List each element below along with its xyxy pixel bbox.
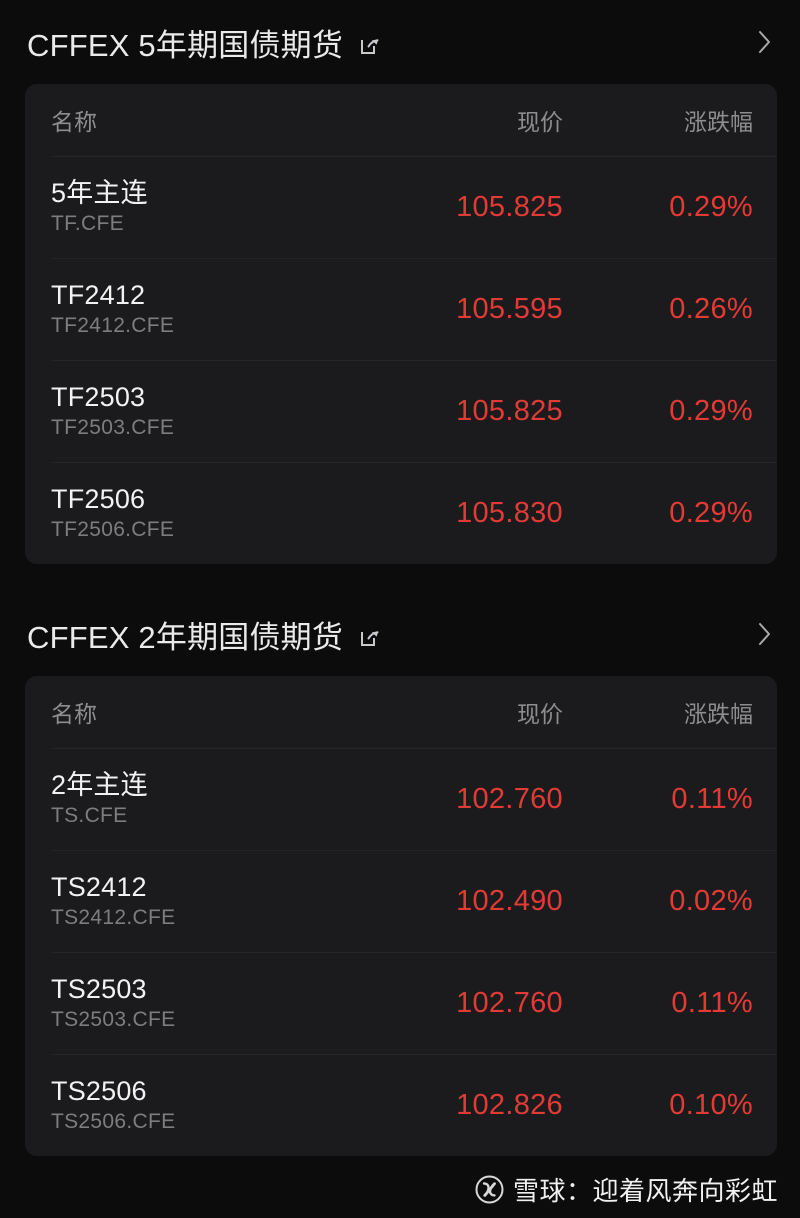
quote-card: 名称 现价 涨跌幅 5年主连 TF.CFE 105.825 0.29% TF24… <box>25 84 777 564</box>
quote-card: 名称 现价 涨跌幅 2年主连 TS.CFE 102.760 0.11% TS24… <box>25 676 777 1156</box>
table-row[interactable]: 5年主连 TF.CFE 105.825 0.29% <box>25 156 777 258</box>
cell-price: 105.830 <box>456 496 563 529</box>
watermark-text: 雪球：迎着风奔向彩虹 <box>512 1176 778 1206</box>
instrument-name: TS2503 <box>51 974 147 1005</box>
instrument-code: TF.CFE <box>51 211 124 235</box>
instrument-code: TF2412.CFE <box>51 313 175 337</box>
table-row[interactable]: TF2412 TF2412.CFE 105.595 0.26% <box>25 258 777 360</box>
instrument-name: TF2412 <box>51 280 146 311</box>
table-row[interactable]: 2年主连 TS.CFE 102.760 0.11% <box>25 748 777 850</box>
cell-name: 2年主连 TS.CFE <box>51 771 333 826</box>
instrument-code: TF2506.CFE <box>51 517 175 541</box>
instrument-name: TF2503 <box>51 382 146 413</box>
instrument-name: 5年主连 <box>51 178 148 209</box>
column-header-name: 名称 <box>51 109 97 135</box>
table-row[interactable]: TS2506 TS2506.CFE 102.826 0.10% <box>25 1054 777 1156</box>
cell-change: 0.29% <box>669 496 753 529</box>
column-header-name: 名称 <box>51 701 97 727</box>
section-header[interactable]: CFFEX 2年期国债期货 <box>0 592 800 676</box>
external-link-icon[interactable] <box>357 624 383 650</box>
section-header[interactable]: CFFEX 5年期国债期货 <box>0 0 800 84</box>
section-gap <box>0 564 800 592</box>
cell-price: 102.760 <box>456 782 563 815</box>
cell-change: 0.11% <box>671 986 753 1019</box>
instrument-code: TS2412.CFE <box>51 905 176 929</box>
instrument-name: 2年主连 <box>51 770 148 801</box>
external-link-icon[interactable] <box>357 32 383 58</box>
instrument-name: TS2412 <box>51 872 147 903</box>
instrument-name: TS2506 <box>51 1076 147 1107</box>
table-row[interactable]: TF2503 TF2503.CFE 105.825 0.29% <box>25 360 777 462</box>
cell-change: 0.02% <box>669 884 753 917</box>
instrument-code: TS2503.CFE <box>51 1007 176 1031</box>
section-title: CFFEX 5年期国债期货 <box>27 27 344 63</box>
column-header-row: 名称 现价 涨跌幅 <box>25 676 777 748</box>
table-row[interactable]: TF2506 TF2506.CFE 105.830 0.29% <box>25 462 777 564</box>
chevron-right-icon[interactable] <box>752 27 778 57</box>
cell-change: 0.29% <box>669 190 753 223</box>
column-header-change: 涨跌幅 <box>684 109 753 135</box>
instrument-code: TF2503.CFE <box>51 415 175 439</box>
cell-price: 105.825 <box>456 394 563 427</box>
cell-price: 102.826 <box>456 1088 563 1121</box>
cell-name: TS2412 TS2412.CFE <box>51 873 333 928</box>
cell-name: TF2506 TF2506.CFE <box>51 485 333 540</box>
cell-name: TS2506 TS2506.CFE <box>51 1077 333 1132</box>
cell-name: TS2503 TS2503.CFE <box>51 975 333 1030</box>
section-cffex-2y: CFFEX 2年期国债期货 名称 现价 涨跌幅 <box>0 592 800 1156</box>
cell-price: 105.595 <box>456 292 563 325</box>
instrument-name: TF2506 <box>51 484 146 515</box>
chevron-right-icon[interactable] <box>752 619 778 649</box>
cell-change: 0.29% <box>669 394 753 427</box>
section-cffex-5y: CFFEX 5年期国债期货 名称 现价 涨跌幅 <box>0 0 800 564</box>
instrument-code: TS2506.CFE <box>51 1109 176 1133</box>
column-header-row: 名称 现价 涨跌幅 <box>25 84 777 156</box>
table-row[interactable]: TS2412 TS2412.CFE 102.490 0.02% <box>25 850 777 952</box>
cell-price: 105.825 <box>456 190 563 223</box>
xueqiu-logo-icon <box>475 1175 504 1204</box>
column-header-price: 现价 <box>517 109 563 135</box>
instrument-code: TS.CFE <box>51 803 128 827</box>
table-row[interactable]: TS2503 TS2503.CFE 102.760 0.11% <box>25 952 777 1054</box>
cell-name: TF2503 TF2503.CFE <box>51 383 333 438</box>
cell-change: 0.11% <box>671 782 753 815</box>
cell-change: 0.10% <box>669 1088 753 1121</box>
column-header-change: 涨跌幅 <box>684 701 753 727</box>
section-title: CFFEX 2年期国债期货 <box>27 619 344 655</box>
cell-name: 5年主连 TF.CFE <box>51 179 333 234</box>
cell-price: 102.760 <box>456 986 563 1019</box>
cell-name: TF2412 TF2412.CFE <box>51 281 333 336</box>
cell-change: 0.26% <box>669 292 753 325</box>
column-header-price: 现价 <box>517 701 563 727</box>
cell-price: 102.490 <box>456 884 563 917</box>
watermark: 雪球：迎着风奔向彩虹 <box>475 1171 778 1208</box>
